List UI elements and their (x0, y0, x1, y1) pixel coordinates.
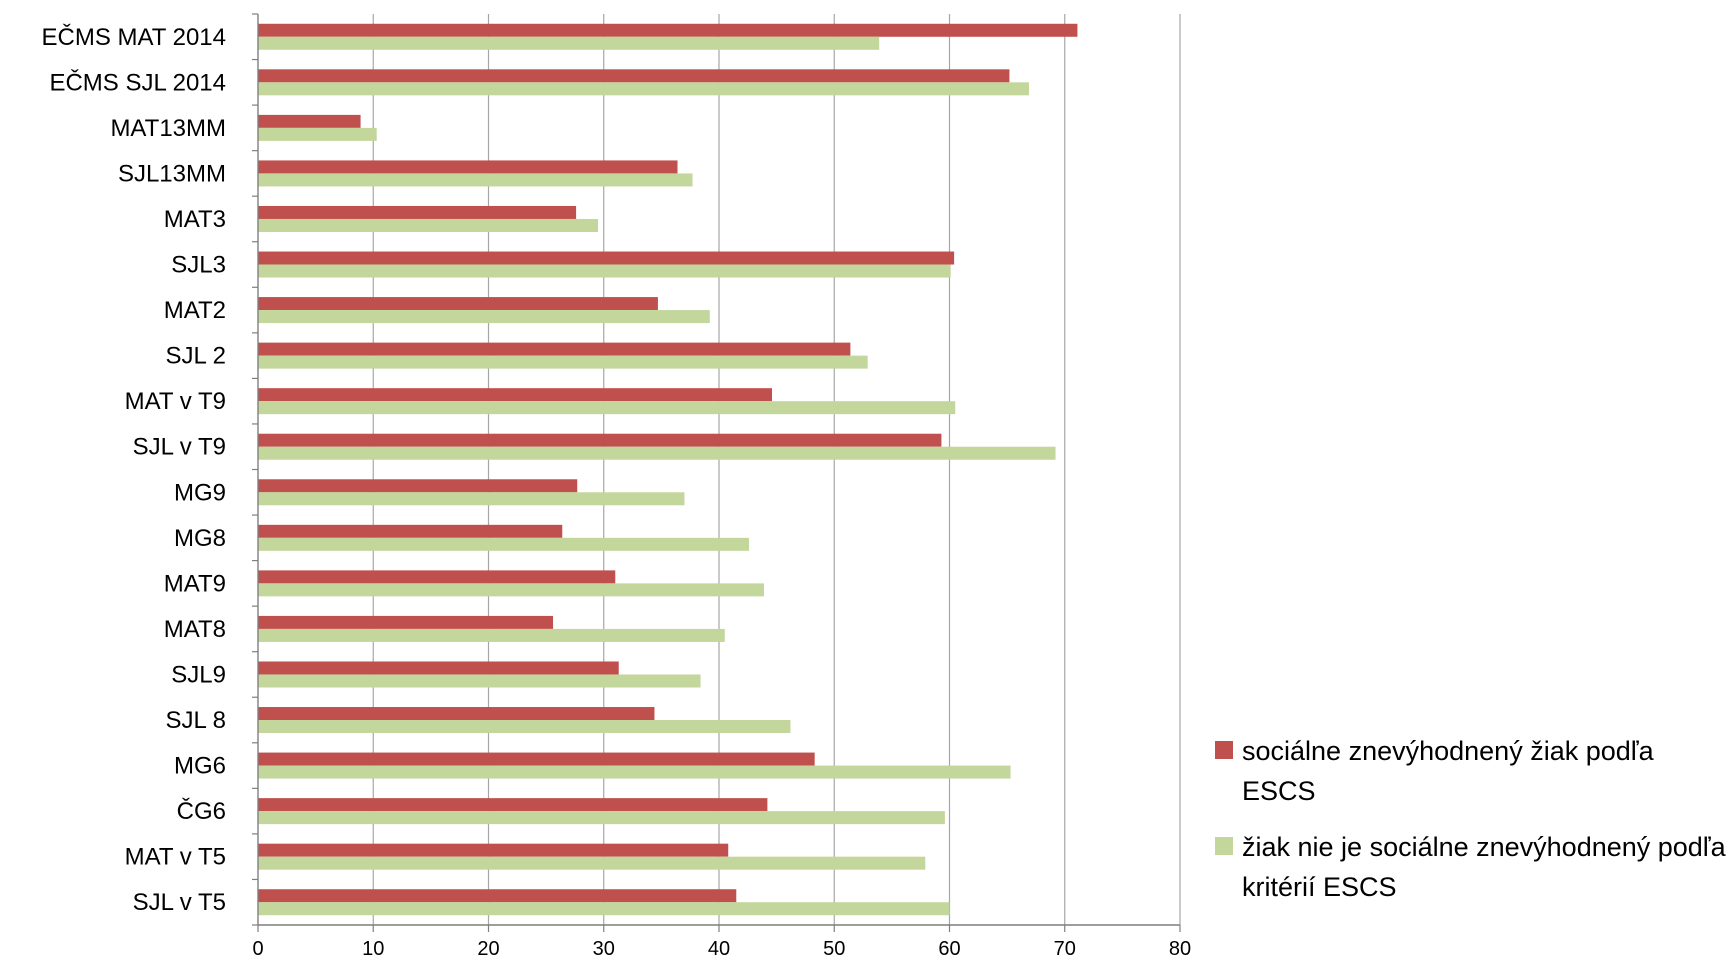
category-label: MG6 (174, 753, 226, 780)
bar-not-disadvantaged (258, 765, 1011, 779)
x-tick-label: 60 (938, 938, 960, 960)
axes (252, 13, 1181, 932)
bar-not-disadvantaged (258, 401, 956, 415)
bar-not-disadvantaged (258, 36, 880, 50)
bar-not-disadvantaged (258, 264, 951, 278)
bar-disadvantaged (258, 798, 768, 812)
bar-not-disadvantaged (258, 902, 950, 916)
legend-swatch (1215, 741, 1233, 759)
bar-not-disadvantaged (258, 583, 764, 597)
bar-disadvantaged (258, 889, 737, 903)
category-label: SJL 8 (166, 707, 226, 734)
category-label: MG9 (174, 479, 226, 506)
category-label: SJL v T5 (133, 889, 226, 916)
bar-disadvantaged (258, 615, 554, 629)
bar-disadvantaged (258, 23, 1078, 37)
bar-not-disadvantaged (258, 492, 685, 506)
category-label: ČG6 (177, 797, 226, 825)
gridlines (372, 14, 1181, 925)
bar-disadvantaged (258, 388, 773, 402)
x-tick-label: 0 (252, 938, 263, 960)
bar-disadvantaged (258, 661, 619, 675)
category-label: MG8 (174, 525, 226, 552)
bar-disadvantaged (258, 707, 655, 721)
bar-not-disadvantaged (258, 218, 598, 232)
x-tick-label: 80 (1169, 938, 1191, 960)
category-label: MAT3 (164, 206, 226, 233)
bars (258, 23, 1078, 916)
x-tick-label: 20 (477, 938, 499, 960)
bar-disadvantaged (258, 524, 563, 538)
x-tick-label: 30 (593, 938, 615, 960)
bar-not-disadvantaged (258, 628, 725, 642)
bar-disadvantaged (258, 570, 616, 584)
category-label: MAT8 (164, 616, 226, 643)
bar-not-disadvantaged (258, 355, 868, 369)
x-tick-label: 70 (1054, 938, 1076, 960)
legend-item-disadvantaged: sociálne znevýhodnený žiak podľa ESCS (1215, 731, 1730, 811)
bar-disadvantaged (258, 205, 577, 219)
category-label: SJL13MM (118, 160, 226, 187)
legend-swatch (1215, 837, 1233, 855)
x-tick-label: 50 (823, 938, 845, 960)
bar-disadvantaged (258, 297, 658, 311)
bar-disadvantaged (258, 843, 729, 857)
category-label: MAT9 (164, 570, 226, 597)
bar-not-disadvantaged (258, 82, 1030, 96)
category-label: EČMS MAT 2014 (41, 23, 226, 51)
bar-not-disadvantaged (258, 811, 945, 825)
bar-disadvantaged (258, 114, 361, 128)
legend: sociálne znevýhodnený žiak podľa ESCS ži… (1215, 731, 1730, 923)
category-label: MAT13MM (110, 115, 226, 142)
x-tick-label: 40 (708, 938, 730, 960)
category-label: MAT2 (164, 297, 226, 324)
bar-disadvantaged (258, 433, 942, 447)
bar-not-disadvantaged (258, 310, 710, 324)
x-tick-label: 10 (362, 938, 384, 960)
bar-disadvantaged (258, 479, 578, 493)
legend-label: sociálne znevýhodnený žiak podľa ESCS (1242, 736, 1654, 806)
bar-disadvantaged (258, 752, 815, 766)
bar-not-disadvantaged (258, 173, 693, 187)
bar-disadvantaged (258, 69, 1010, 83)
bar-not-disadvantaged (258, 856, 926, 870)
bar-not-disadvantaged (258, 127, 377, 141)
bar-disadvantaged (258, 251, 955, 265)
bar-not-disadvantaged (258, 674, 701, 688)
category-label: SJL3 (171, 252, 226, 279)
bar-disadvantaged (258, 160, 678, 174)
legend-item-not-disadvantaged: žiak nie je sociálne znevýhodnený podľa … (1215, 827, 1730, 907)
bar-disadvantaged (258, 342, 851, 356)
bar-not-disadvantaged (258, 720, 791, 734)
x-tick-labels: 0 10 20 30 40 50 60 70 80 (252, 938, 1191, 960)
category-label: SJL 2 (166, 343, 226, 370)
category-label: SJL9 (171, 661, 226, 688)
category-label: SJL v T9 (133, 434, 226, 461)
category-label: EČMS SJL 2014 (49, 68, 226, 96)
bar-not-disadvantaged (258, 446, 1056, 460)
bar-not-disadvantaged (258, 537, 749, 551)
category-labels: EČMS MAT 2014 EČMS SJL 2014 MAT13MM SJL13MM… (41, 23, 226, 916)
category-label: MAT v T5 (125, 844, 226, 871)
legend-label: žiak nie je sociálne znevýhodnený podľa … (1242, 832, 1726, 902)
category-label: MAT v T9 (125, 388, 226, 415)
